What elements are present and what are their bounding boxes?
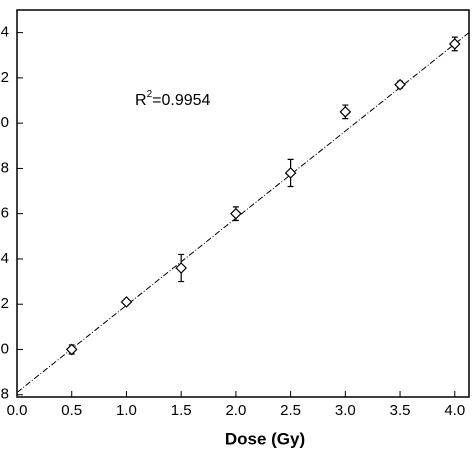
x-tick-label: 0.5: [61, 402, 82, 419]
marker: [448, 38, 461, 50]
plot-frame: [16, 9, 470, 398]
marker: [175, 262, 188, 274]
x-tick-label: 4.0: [444, 402, 465, 419]
x-tick-label: 3.0: [335, 402, 356, 419]
marker: [339, 105, 352, 118]
y-tick-label: 8: [1, 386, 9, 403]
y-tick-label: 0: [1, 340, 9, 357]
annotation-base: R: [135, 92, 147, 109]
y-tick-label: 4: [1, 24, 9, 41]
annotation: R2=0.9954: [135, 89, 211, 110]
y-tick-label: 0: [1, 114, 9, 131]
marker: [65, 343, 78, 356]
y-tick-label: 6: [1, 205, 9, 222]
y-tick-label: 2: [1, 69, 9, 86]
x-tick-label: 1.5: [171, 402, 192, 419]
marker: [394, 78, 406, 91]
x-tick-label: 1.0: [116, 402, 137, 419]
annotation-rest: =0.9954: [152, 92, 210, 109]
marker: [120, 296, 133, 308]
x-tick-label: 0.0: [7, 402, 28, 419]
y-tick-label: 8: [1, 159, 9, 176]
x-tick-label: 2.0: [225, 402, 246, 419]
x-tick-label: 2.5: [280, 402, 301, 419]
marker: [284, 167, 297, 179]
x-axis-label: Dose (Gy): [225, 429, 305, 448]
marker: [230, 207, 242, 220]
y-tick-label: 4: [1, 250, 9, 267]
annotation-sup: 2: [147, 89, 153, 100]
x-tick-label: 3.5: [390, 402, 411, 419]
y-tick-label: 2: [1, 295, 9, 312]
fit-line: [16, 32, 470, 393]
